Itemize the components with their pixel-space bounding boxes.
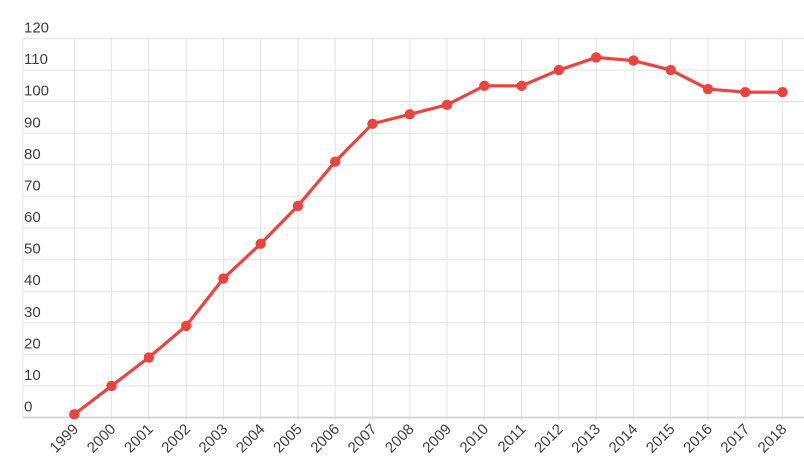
data-point-2007[interactable] xyxy=(367,118,378,129)
y-tick-label: 100 xyxy=(24,83,49,100)
data-line xyxy=(72,55,785,416)
data-point-2009[interactable] xyxy=(441,99,453,111)
x-tick-label: 1999 xyxy=(47,421,83,457)
data-point-2017[interactable] xyxy=(740,86,751,98)
x-tick-label: 2007 xyxy=(345,421,381,457)
y-tick-label: 80 xyxy=(24,146,41,163)
y-tick-label: 90 xyxy=(24,114,41,131)
y-tick-label: 40 xyxy=(24,272,41,289)
x-tick-label: 2014 xyxy=(606,421,642,457)
x-tick-label: 2001 xyxy=(121,421,157,457)
data-point-2018[interactable] xyxy=(777,86,788,98)
data-point-2014[interactable] xyxy=(628,55,639,66)
x-tick-label: 2016 xyxy=(680,421,716,457)
y-axis-labels: 0 10 20 30 40 50 60 70 80 90 100 110 120 xyxy=(24,20,49,416)
data-point-2002[interactable] xyxy=(180,320,192,332)
y-tick-label: 20 xyxy=(24,335,41,352)
x-tick-label: 2013 xyxy=(568,421,604,457)
x-axis-labels: 1999 2000 2001 2002 2003 2004 2005 2006 2007 2008… xyxy=(47,421,791,457)
data-point-2004[interactable] xyxy=(255,238,266,249)
x-tick-label: 2006 xyxy=(307,421,343,457)
y-tick-label: 70 xyxy=(24,177,41,194)
data-point-2008[interactable] xyxy=(404,109,415,120)
data-point-2005[interactable] xyxy=(292,200,304,212)
x-tick-label: 2000 xyxy=(84,421,120,457)
x-tick-label: 2011 xyxy=(495,421,530,456)
x-tick-label: 2008 xyxy=(382,421,418,457)
data-point-2000[interactable] xyxy=(106,380,117,392)
data-point-2006[interactable] xyxy=(330,156,341,167)
data-point-1999[interactable] xyxy=(69,409,80,420)
x-tick-label: 2010 xyxy=(457,421,493,457)
y-tick-label: 120 xyxy=(24,20,49,37)
x-tick-label: 2018 xyxy=(755,421,791,457)
y-tick-label: 50 xyxy=(24,241,41,258)
x-tick-label: 2017 xyxy=(717,421,753,457)
x-tick-label: 2005 xyxy=(270,421,306,457)
data-point-2010[interactable] xyxy=(479,80,490,92)
x-tick-label: 2004 xyxy=(233,421,269,457)
data-point-2013[interactable] xyxy=(590,52,602,63)
x-tick-label: 2002 xyxy=(158,421,194,457)
gridlines xyxy=(22,38,804,420)
y-tick-label: 60 xyxy=(24,209,41,226)
y-tick-label: 110 xyxy=(24,51,48,68)
x-tick-label: 2003 xyxy=(196,421,232,457)
data-point-2015[interactable] xyxy=(665,64,676,76)
x-tick-label: 2012 xyxy=(531,421,567,457)
x-tick-label: 2015 xyxy=(643,421,679,457)
data-points xyxy=(69,52,788,420)
data-point-2012[interactable] xyxy=(553,64,565,76)
x-tick-label: 2009 xyxy=(419,421,455,457)
data-point-2016[interactable] xyxy=(702,83,714,95)
data-point-2003[interactable] xyxy=(218,273,229,284)
data-point-2001[interactable] xyxy=(143,352,155,363)
y-tick-label: 30 xyxy=(24,304,41,321)
y-tick-label: 10 xyxy=(24,367,41,384)
data-point-2011[interactable] xyxy=(516,80,527,92)
y-tick-label: 0 xyxy=(24,399,32,416)
